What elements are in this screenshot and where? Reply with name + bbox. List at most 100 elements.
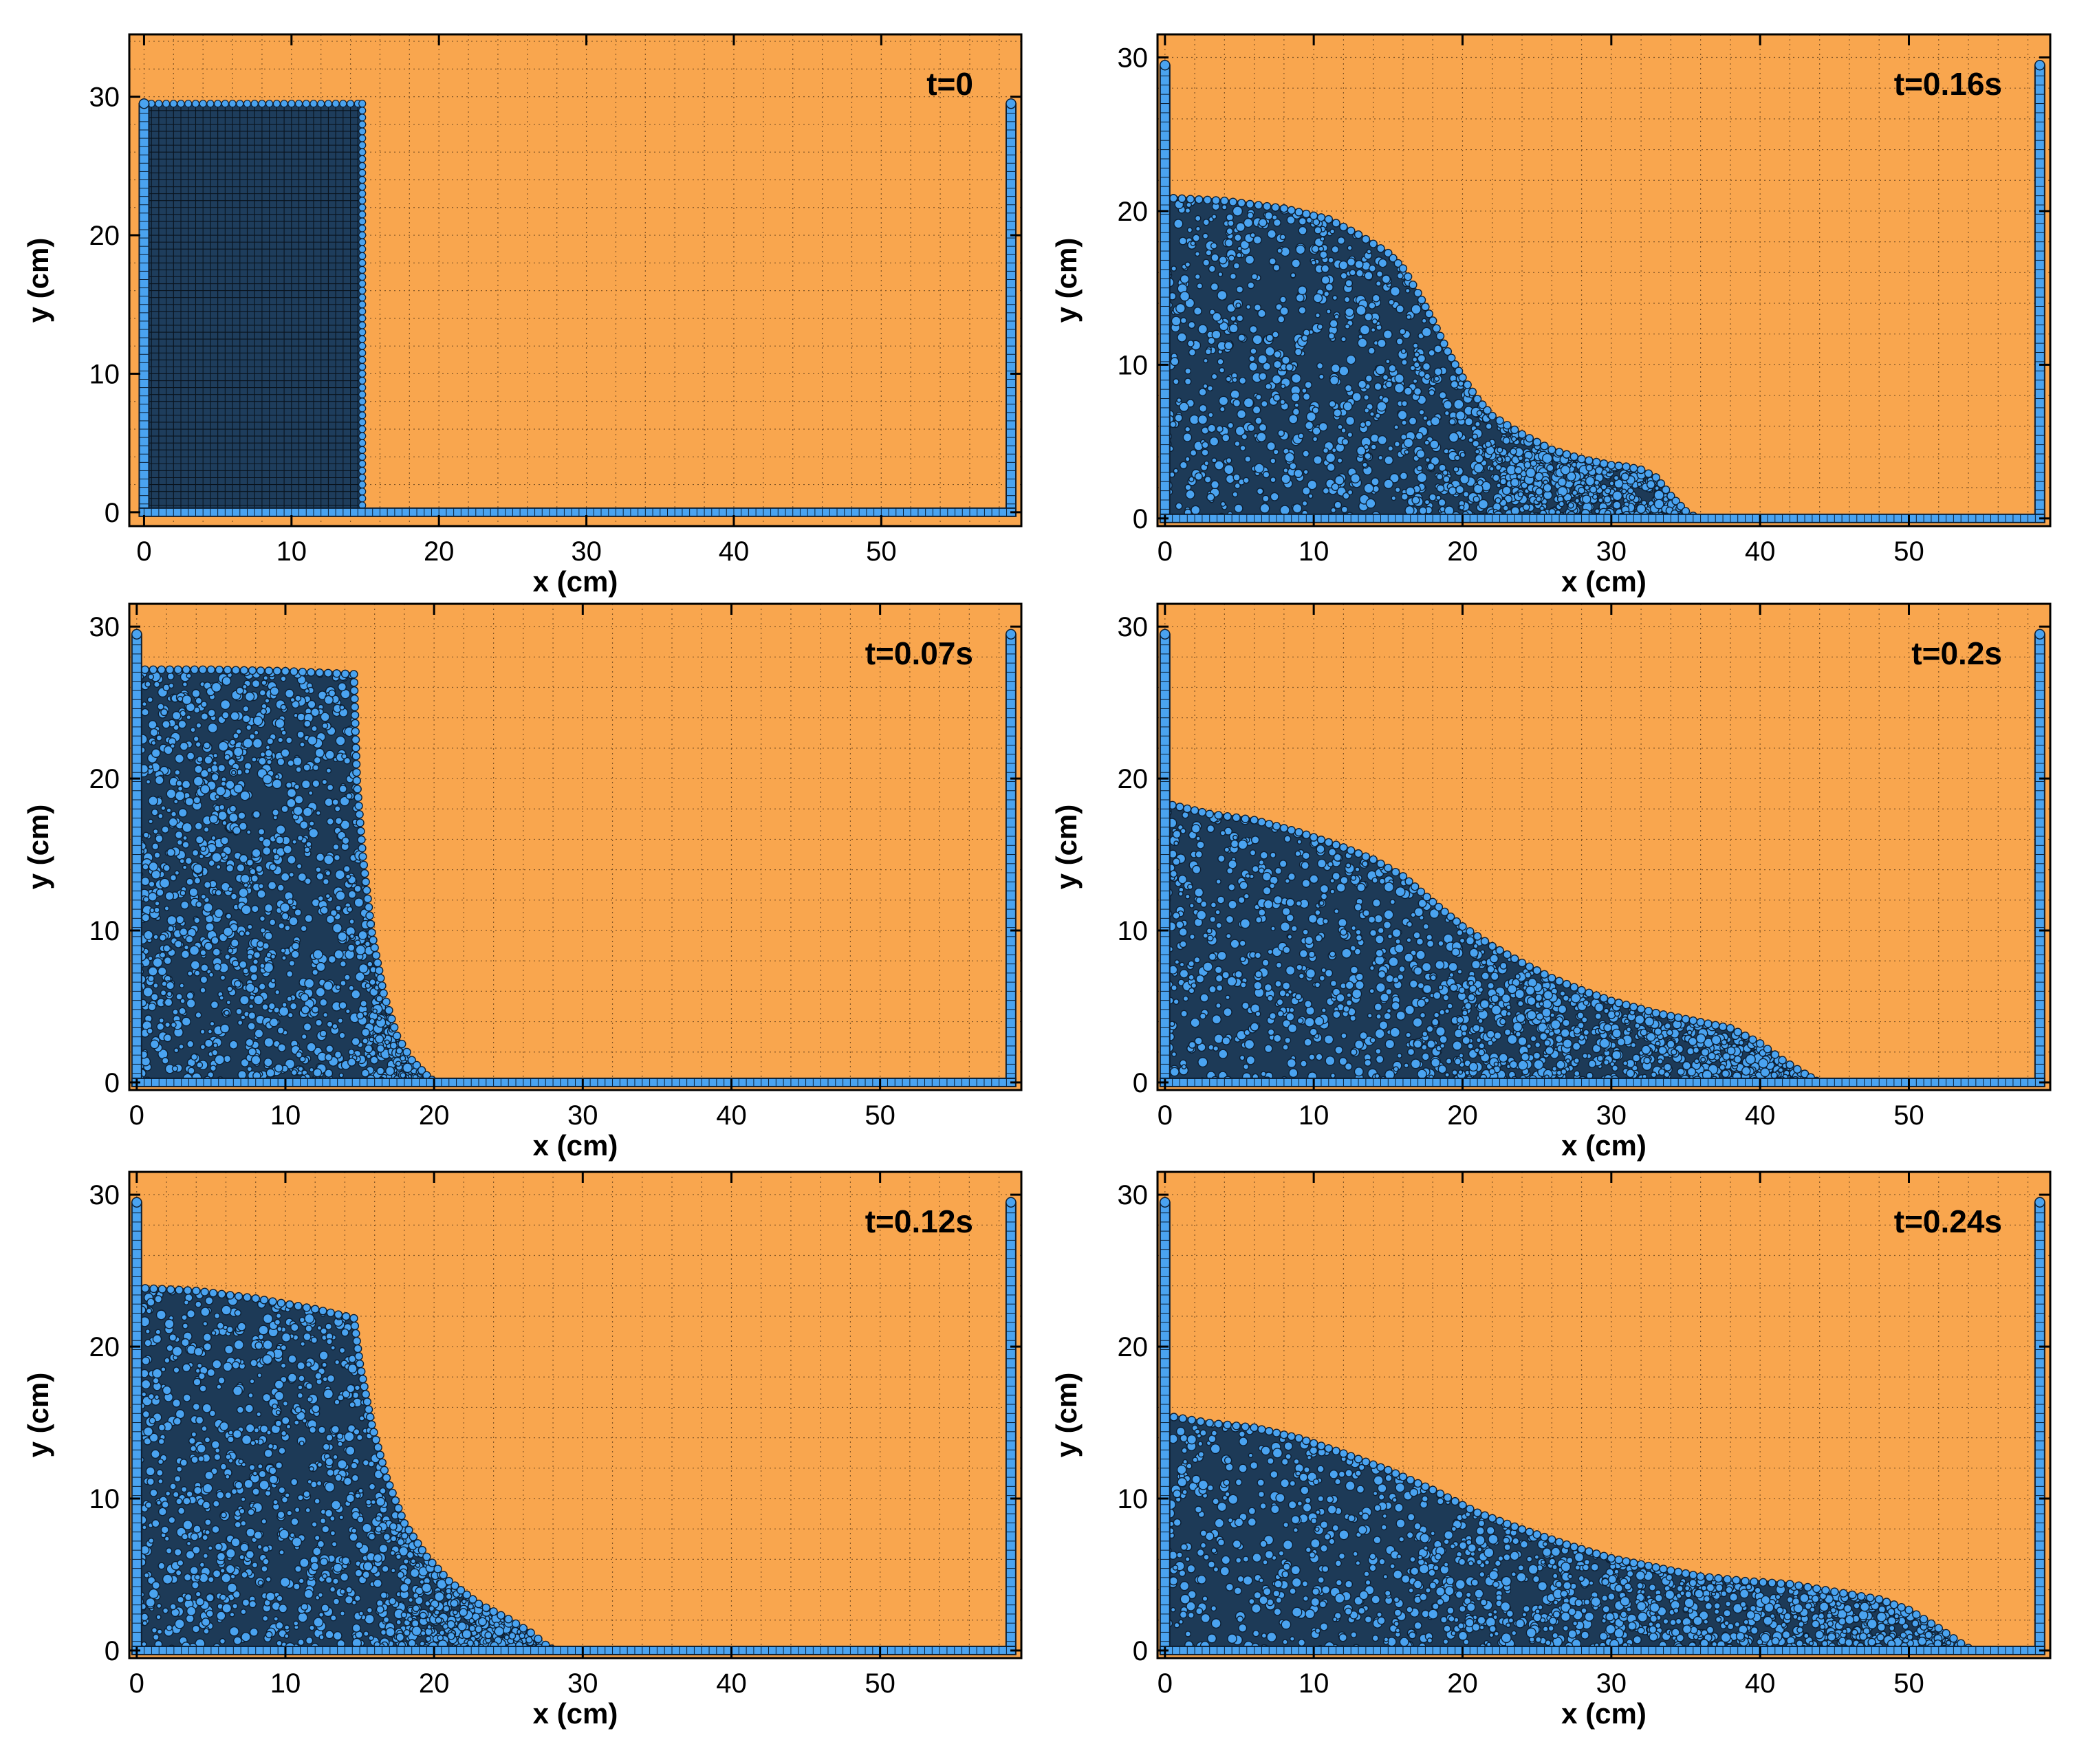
particle	[1510, 478, 1520, 488]
particle	[1395, 938, 1401, 945]
surface-particle	[370, 943, 379, 952]
particle	[1334, 908, 1340, 915]
surface-particle	[358, 342, 367, 350]
particle	[250, 1055, 261, 1065]
particle	[1210, 253, 1219, 262]
particle	[1417, 354, 1426, 363]
particle	[223, 1054, 232, 1063]
surface-particle	[264, 666, 274, 675]
y-tick-label: 10	[89, 359, 120, 389]
particle	[369, 1056, 379, 1065]
particle	[1567, 502, 1574, 509]
particle	[301, 1033, 307, 1040]
surface-particle	[356, 818, 365, 827]
particle	[1213, 1034, 1224, 1044]
particle	[1499, 961, 1508, 970]
surface-particle	[177, 100, 185, 108]
particle	[1376, 270, 1383, 278]
y-axis-title: y (cm)	[1050, 238, 1083, 323]
particle	[1654, 486, 1660, 491]
particle	[312, 949, 323, 960]
particle	[281, 805, 289, 814]
surface-particle	[198, 665, 208, 674]
particle	[1448, 418, 1456, 426]
particle	[1295, 293, 1305, 303]
particle	[316, 961, 326, 972]
surface-particle	[358, 224, 367, 232]
particle	[1401, 420, 1407, 426]
particle	[1289, 462, 1297, 470]
surface-particle	[1517, 430, 1527, 439]
surface-particle	[358, 148, 367, 156]
particle	[252, 810, 261, 819]
particle	[286, 787, 297, 798]
particle	[1454, 455, 1461, 461]
particle	[1169, 421, 1177, 428]
surface-particle	[352, 776, 361, 785]
particle	[304, 878, 312, 885]
particle	[1462, 490, 1470, 498]
particle	[354, 884, 362, 893]
particle	[241, 684, 248, 690]
particle	[160, 805, 166, 811]
particle	[1210, 480, 1219, 490]
particle	[274, 1063, 283, 1073]
right-wall-top	[2034, 59, 2045, 71]
particle	[1217, 290, 1228, 301]
surface-particle	[358, 197, 367, 205]
y-axis-title: y (cm)	[22, 238, 54, 323]
surface-particle	[1591, 457, 1601, 467]
surface-particle	[199, 100, 207, 108]
particle	[207, 722, 218, 734]
particle	[307, 699, 316, 709]
particle	[294, 908, 302, 917]
particle	[1210, 282, 1219, 292]
surface-particle	[358, 383, 367, 392]
particle	[1629, 494, 1636, 501]
particle	[1206, 492, 1215, 502]
particle	[295, 766, 302, 773]
particle	[1612, 501, 1622, 510]
particle	[248, 733, 256, 740]
particle	[176, 839, 183, 846]
particle	[186, 752, 195, 761]
particle	[1254, 417, 1263, 425]
particle	[1406, 314, 1412, 320]
particle	[358, 930, 368, 940]
particle	[1405, 486, 1415, 497]
surface-particle	[358, 446, 367, 454]
particle	[1196, 840, 1205, 849]
particle	[245, 1038, 254, 1047]
particle	[1562, 1038, 1573, 1049]
particle	[1603, 495, 1611, 503]
particle	[1190, 1017, 1200, 1028]
surface-particle	[1294, 208, 1303, 217]
particle	[1499, 478, 1507, 486]
particle	[1171, 265, 1177, 272]
particle	[296, 863, 303, 869]
particle	[154, 775, 164, 785]
surface-particle	[361, 878, 370, 886]
particle	[1211, 329, 1221, 340]
particle	[200, 712, 209, 721]
particle	[1288, 414, 1299, 424]
particle	[1627, 487, 1634, 494]
particle	[1210, 242, 1218, 250]
particle	[1497, 456, 1503, 462]
particle	[1316, 858, 1327, 869]
particle	[280, 704, 287, 711]
surface-particle	[1562, 450, 1572, 459]
particle	[178, 1043, 184, 1050]
particle	[345, 873, 351, 880]
particle	[263, 675, 269, 681]
particle	[1334, 314, 1340, 320]
particle	[1371, 477, 1380, 486]
particle	[1279, 505, 1290, 516]
particle	[1523, 461, 1532, 469]
particle	[229, 805, 237, 813]
particle	[1411, 496, 1420, 505]
surface-particle	[363, 894, 372, 904]
particle	[1350, 473, 1360, 483]
particle	[257, 940, 264, 948]
particle	[1326, 463, 1336, 472]
